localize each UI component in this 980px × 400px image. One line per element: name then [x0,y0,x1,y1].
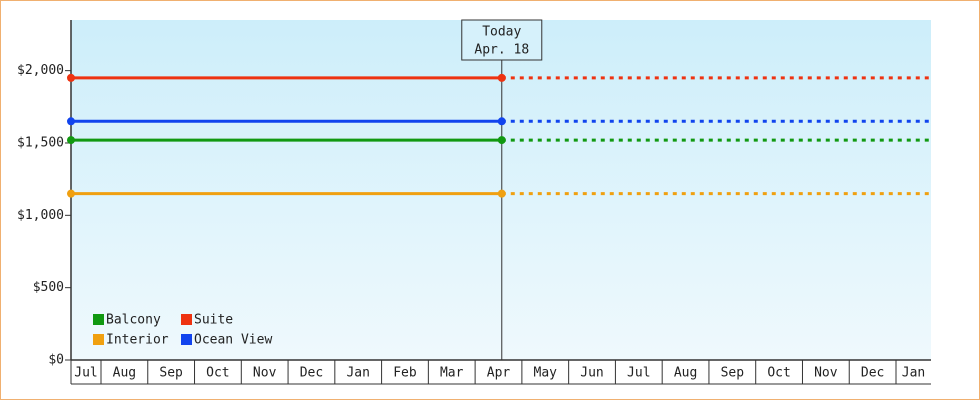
x-tick-label: Sep [721,366,745,381]
today-box [461,19,543,61]
x-tick-label: Nov [253,366,277,381]
x-tick-label: Aug [113,366,136,381]
legend-label: Interior [106,333,169,348]
y-tick-label: $0 [48,353,64,368]
x-tick-label: Dec [861,366,884,381]
x-tick-label: Jul [74,366,97,381]
price-point [497,117,506,126]
legend-swatch [181,334,192,345]
today-date: Apr. 18 [474,43,529,58]
legend-swatch [93,334,104,345]
x-tick-label: Mar [440,366,464,381]
legend-label: Ocean View [194,333,272,348]
x-tick-label: Aug [674,366,697,381]
x-tick-label: May [534,366,558,381]
y-tick-label: $2,000 [17,63,64,78]
x-tick-label: Feb [393,366,417,381]
price-point [67,189,75,198]
x-tick-label: Oct [206,366,229,381]
price-point [497,73,506,82]
legend-swatch [93,314,104,325]
x-tick-label: Apr [487,366,511,381]
x-tick-label: Oct [767,366,790,381]
legend-label: Balcony [106,313,161,328]
x-tick-label: Jan [346,366,369,381]
price-point [67,73,75,82]
price-point [497,189,506,198]
price-point [67,117,75,126]
price-point [497,136,506,145]
x-tick-label: Jan [902,366,925,381]
price-point [67,136,75,145]
x-tick-label: Dec [300,366,323,381]
today-label: Today [482,25,521,40]
x-tick-label: Jun [580,366,603,381]
y-tick-label: $500 [33,280,64,295]
x-tick-label: Jul [627,366,650,381]
x-tick-label: Nov [814,366,838,381]
x-tick-label: Sep [159,366,183,381]
y-tick-label: $1,000 [17,208,64,223]
y-tick-label: $1,500 [17,135,64,150]
legend-swatch [181,314,192,325]
legend-label: Suite [194,313,233,328]
